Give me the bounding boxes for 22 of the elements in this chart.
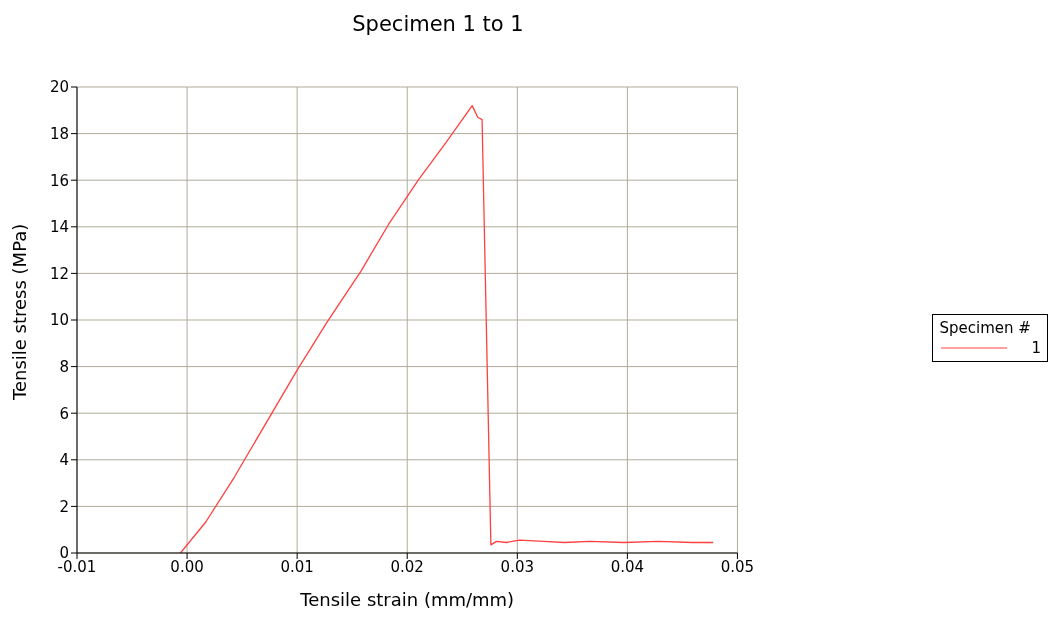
y-axis-title: Tensile stress (MPa) (9, 223, 31, 401)
y-tick-label: 16 (49, 171, 69, 190)
x-tick-label: 0.00 (170, 557, 204, 576)
x-tick-label: 0.03 (500, 557, 535, 576)
y-tick-label: 18 (49, 124, 69, 143)
legend-title: Specimen # (939, 319, 1032, 337)
chart-title: Specimen 1 to 1 (351, 11, 525, 38)
x-tick-label: 0.01 (280, 557, 314, 576)
y-tick-label: 4 (59, 451, 69, 470)
line-series (179, 104, 714, 553)
y-tick-label: 10 (49, 311, 69, 330)
y-tick-label: 12 (49, 264, 69, 283)
y-tick-label: 8 (59, 357, 69, 376)
legend-label: 1 (1031, 339, 1041, 357)
x-tick-label: 0.02 (390, 557, 424, 576)
x-tick-label: 0.04 (610, 557, 645, 576)
y-tick-label: 6 (59, 404, 69, 423)
x-tick-label: 0.05 (720, 557, 755, 576)
y-tick-label: 14 (49, 218, 69, 237)
x-axis-title: Tensile strain (mm/mm) (299, 589, 515, 610)
y-tick-label: 2 (59, 497, 69, 516)
y-tick-label: 20 (49, 78, 69, 97)
